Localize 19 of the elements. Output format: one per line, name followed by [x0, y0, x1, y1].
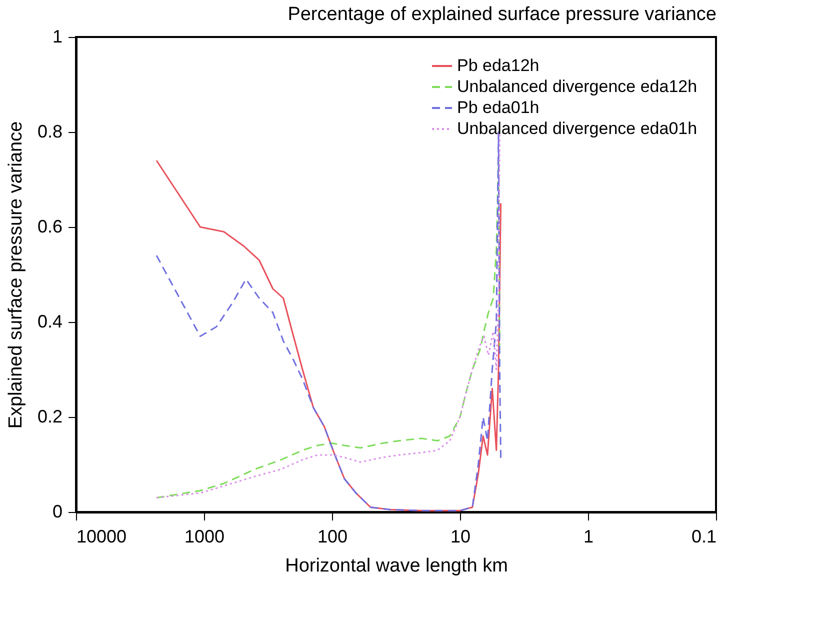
y-tick-label: 0.2	[37, 406, 62, 426]
legend-label: Pb eda01h	[457, 98, 540, 117]
chart-title: Percentage of explained surface pressure variance	[288, 4, 716, 25]
y-tick-label: 0.6	[37, 216, 62, 236]
y-tick-label: 0.4	[37, 312, 62, 332]
x-tick-label: 1	[583, 526, 594, 546]
legend-label: Unbalanced divergence eda12h	[457, 77, 698, 96]
x-tick-label: 10000	[76, 526, 127, 546]
y-tick-label: 1	[52, 26, 62, 46]
y-tick-label: 0	[52, 502, 62, 522]
x-tick-label: 100	[317, 526, 348, 546]
x-tick-label: 10	[450, 526, 471, 546]
legend-label: Pb eda12h	[457, 56, 540, 75]
y-tick-label: 0.8	[37, 122, 62, 142]
x-tick-label: 0.1	[691, 526, 716, 546]
x-tick-label: 1000	[184, 526, 225, 546]
y-axis-title: Explained surface pressure variance	[5, 121, 26, 429]
x-axis-title: Horizontal wave length km	[285, 556, 508, 576]
legend-label: Unbalanced divergence eda01h	[457, 119, 698, 138]
